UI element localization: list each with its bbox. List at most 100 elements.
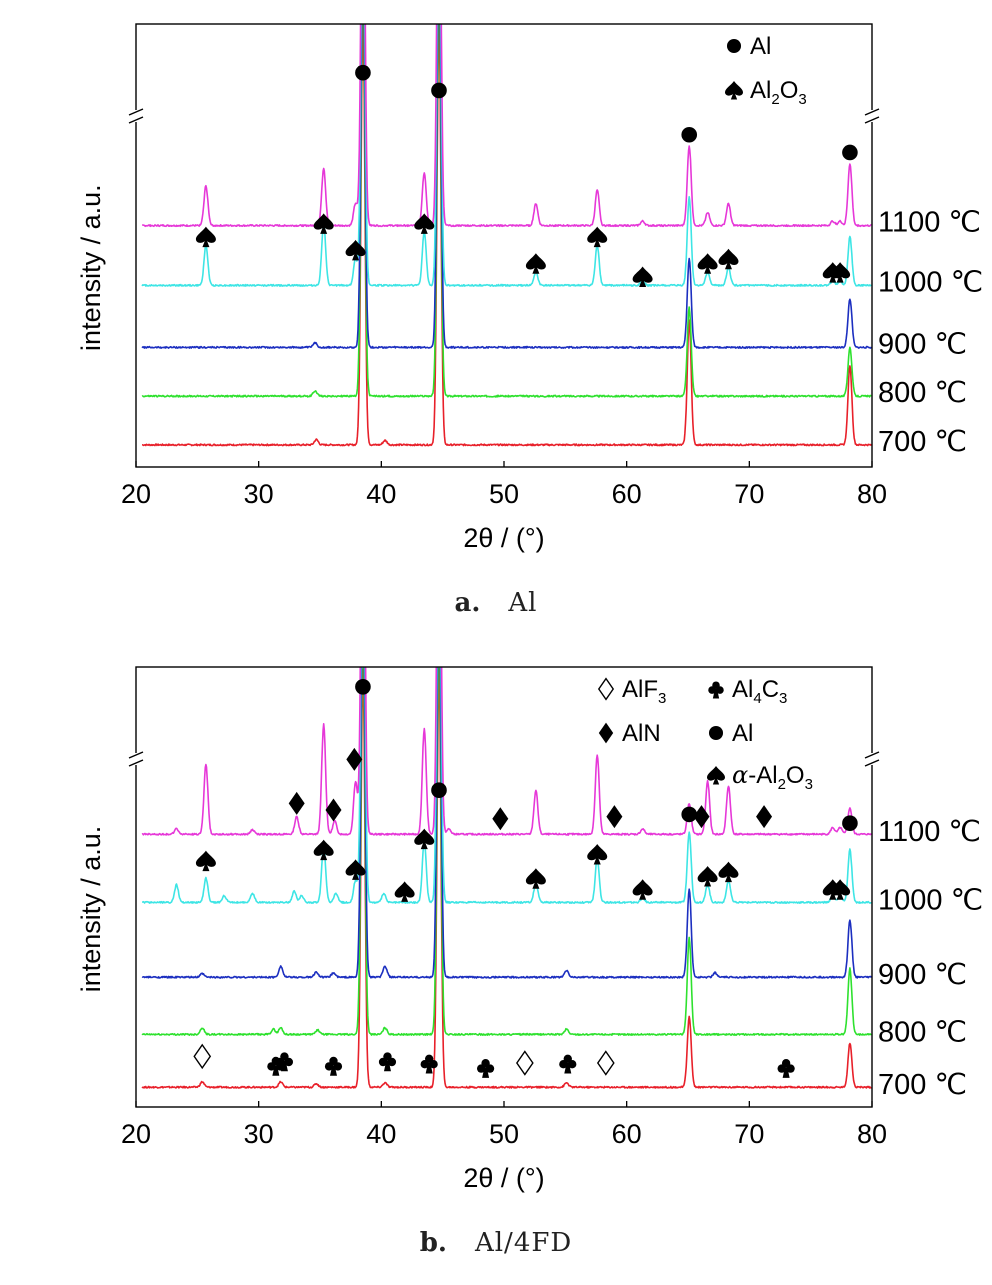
series-label: 800 ℃ (878, 1016, 967, 1048)
xrd-chart-al: 20 30 40 50 60 70 80 2θ / (°) intensity / a.u. 70… (76, 23, 983, 553)
series-line (141, 667, 872, 1037)
circle-marker (355, 679, 371, 695)
diamond-marker (492, 807, 509, 831)
series-label: 700 ℃ (878, 426, 967, 458)
series-label: 800 ℃ (878, 377, 967, 409)
spade-marker (718, 248, 739, 270)
spade-marker (394, 881, 415, 902)
circle-marker (681, 806, 698, 823)
club-marker (559, 1054, 577, 1074)
spade-marker (345, 239, 366, 261)
diamond-marker (288, 791, 305, 815)
spade-marker (313, 839, 334, 861)
chart-panel-b: 20 30 40 50 60 70 80 2θ / (°) intensity / a.u. 70… (0, 643, 992, 1285)
diamond-marker (346, 747, 363, 771)
series-label: 1100 ℃ (878, 207, 981, 239)
x-tick-label: 60 (612, 479, 642, 509)
chart-panel-a: 20 30 40 50 60 70 80 2θ / (°) intensity / a.u. 70… (0, 0, 992, 642)
y-axis-label: intensity / a.u. (76, 826, 106, 993)
x-tick-label: 40 (366, 479, 396, 509)
legend-label: Al2O3 (750, 77, 807, 108)
caption-letter: a. (454, 588, 481, 618)
diamond-marker (606, 805, 623, 829)
club-marker (777, 1059, 795, 1078)
spade-marker (830, 262, 851, 283)
x-tick-label: 80 (857, 1119, 887, 1149)
circle-legend-icon (726, 38, 742, 54)
spade-legend-icon (707, 766, 725, 785)
spade-marker (195, 850, 216, 872)
legend-label: α-Al2O3 (732, 761, 813, 793)
spade-marker (632, 266, 653, 288)
circle-marker (355, 64, 371, 81)
spade-marker (414, 828, 435, 850)
circle-marker (842, 144, 858, 161)
caption-text: Al (508, 588, 538, 618)
circle-marker (842, 815, 858, 831)
spade-marker (697, 866, 718, 887)
series-line (141, 667, 872, 979)
legend-label: Al (732, 720, 753, 747)
x-tick-label: 40 (366, 1119, 396, 1149)
spade-marker (718, 861, 739, 883)
caption-text: Al/4FD (474, 1228, 573, 1258)
club-marker (324, 1056, 343, 1076)
legend-item: Al2O3 (725, 77, 807, 108)
legend-item: Al4C3 (708, 676, 787, 707)
x-tick-label: 70 (734, 1119, 764, 1149)
diamond-open-legend-icon (597, 677, 615, 701)
y-axis-label: intensity / a.u. (76, 184, 106, 351)
axis-break-mark (128, 108, 144, 116)
legend-label: AlN (622, 720, 661, 747)
spade-marker (195, 226, 216, 248)
series-line (141, 24, 872, 228)
legend-item: α-Al2O3 (707, 761, 813, 793)
plot-area (141, 667, 872, 1089)
spade-marker (414, 213, 435, 234)
axis-break-mark (864, 116, 880, 124)
spade-marker (313, 213, 334, 234)
x-tick-label: 50 (489, 479, 519, 509)
series-label: 900 ℃ (878, 959, 967, 991)
series-label: 1100 ℃ (878, 816, 981, 848)
x-tick-label: 80 (857, 479, 887, 509)
series-label: 700 ℃ (878, 1069, 967, 1101)
x-tick-label: 60 (612, 1119, 642, 1149)
club-marker (477, 1059, 495, 1078)
series-label: 900 ℃ (878, 328, 967, 360)
caption-a: a. Al (0, 588, 992, 618)
circle-marker (431, 82, 447, 99)
series-label: 1000 ℃ (878, 884, 983, 916)
axis-break-mark (864, 751, 880, 759)
x-tick-label: 20 (121, 1119, 151, 1149)
spade-marker (632, 879, 653, 900)
legend-label: Al (750, 33, 771, 60)
series-label: 1000 ℃ (878, 266, 983, 298)
club-legend-icon (708, 681, 724, 699)
circle-marker (431, 782, 447, 798)
club-marker (275, 1052, 294, 1072)
legend-item: AlF3 (597, 676, 666, 707)
xrd-chart-al-4fd: 20 30 40 50 60 70 80 2θ / (°) intensity / a.u. 70… (76, 666, 983, 1193)
diamond-marker (693, 805, 710, 829)
axis-break-mark (864, 108, 880, 116)
series-line (141, 667, 872, 836)
axis-break-mark (128, 116, 144, 124)
x-tick-label: 30 (244, 1119, 274, 1149)
spade-marker (525, 253, 546, 274)
series-line (141, 24, 872, 398)
legend-item: Al (708, 720, 753, 747)
x-axis-label: 2θ / (°) (463, 1163, 544, 1193)
diamond-open-marker (596, 1050, 615, 1076)
series-line (141, 667, 872, 905)
x-axis-label: 2θ / (°) (463, 523, 544, 553)
spade-marker (525, 868, 546, 889)
x-tick-label: 70 (734, 479, 764, 509)
legend-label: AlF3 (622, 676, 666, 707)
caption-letter: b. (419, 1228, 447, 1258)
diamond-marker (756, 805, 773, 829)
x-tick-label: 20 (121, 479, 151, 509)
club-marker (420, 1054, 438, 1074)
diamond-legend-icon (598, 722, 614, 744)
caption-b: b. Al/4FD (0, 1228, 992, 1258)
